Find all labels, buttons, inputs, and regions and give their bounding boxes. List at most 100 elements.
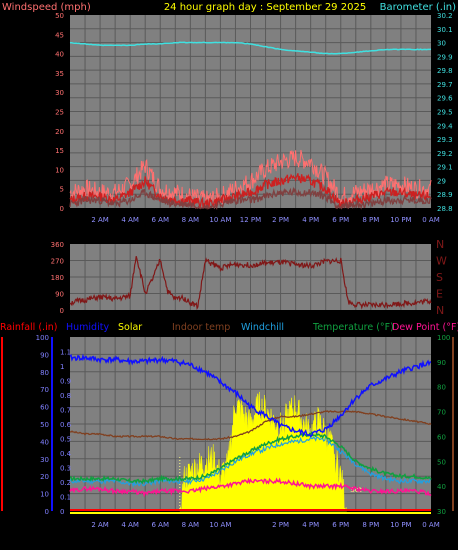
barometer-tick-label: 28.8 xyxy=(437,205,453,213)
time-tick-label: 4 PM xyxy=(302,216,319,224)
direction-compass-label: S xyxy=(436,271,443,284)
barometer-tick-label: 29.6 xyxy=(437,95,453,103)
wind-speed-line xyxy=(69,186,432,211)
windspeed-tick-label: 20 xyxy=(55,128,64,136)
windspeed-tick-label: 15 xyxy=(55,147,64,155)
temperature-tick-label: 70 xyxy=(437,409,446,417)
rainfall-tick-label: 0 xyxy=(60,508,64,516)
direction-tick-label: 360 xyxy=(51,241,64,249)
humidity-tick-label: 10 xyxy=(40,491,49,499)
rainfall-tick-label: 1.1 xyxy=(60,349,71,357)
barometer-tick-label: 29.4 xyxy=(437,122,453,130)
time-tick-label: 0 AM xyxy=(422,216,440,224)
time-tick-label: 2 AM xyxy=(91,521,109,529)
dewpoint-axis-label: Dew Point (°F) xyxy=(392,322,458,333)
humidity-axis-label: Humidity xyxy=(66,322,109,333)
temperature-tick-label: 50 xyxy=(437,458,446,466)
barometer-tick-label: 28.9 xyxy=(437,191,453,199)
time-tick-label: 10 AM xyxy=(209,521,231,529)
humidity-tick-label: 100 xyxy=(36,334,49,342)
windspeed-axis-label: Windspeed (mph) xyxy=(2,2,91,13)
dewpoint-line xyxy=(69,477,432,498)
barometer-tick-label: 29.1 xyxy=(437,164,453,172)
direction-tick-label: 90 xyxy=(55,291,64,299)
barometer-tick-label: 29.3 xyxy=(437,136,453,144)
barometer-tick-label: 29.5 xyxy=(437,109,453,117)
humidity-tick-label: 0 xyxy=(45,508,49,516)
barometer-tick-label: 29.8 xyxy=(437,67,453,75)
rainfall-axis-label: Rainfall (.in) xyxy=(0,322,57,333)
direction-tick-label: 270 xyxy=(51,258,64,266)
humidity-tick-label: 50 xyxy=(40,421,49,429)
windchill-axis-label: Windchill xyxy=(241,322,284,333)
windspeed-tick-label: 5 xyxy=(60,186,64,194)
rainfall-tick-label: 1 xyxy=(60,363,64,371)
rainfall-tick-label: 0.2 xyxy=(60,479,71,487)
graph-title: 24 hour graph day : September 29 2025 xyxy=(164,2,366,13)
time-tick-label: 0 AM xyxy=(422,521,440,529)
humidity-tick-label: 90 xyxy=(40,351,49,359)
direction-compass-label: E xyxy=(436,288,443,301)
time-tick-label: 10 AM xyxy=(209,216,231,224)
rainfall-tick-label: 0.6 xyxy=(60,421,72,429)
barometer-tick-label: 29.9 xyxy=(437,53,453,61)
temperature-axis-label: Temperature (°F) xyxy=(312,322,394,333)
time-tick-label: 10 PM xyxy=(390,521,411,529)
solar-axis-label: Solar xyxy=(118,322,142,333)
windspeed-tick-label: 35 xyxy=(55,70,64,78)
humidity-tick-label: 30 xyxy=(40,456,49,464)
time-tick-label: 4 PM xyxy=(302,521,319,529)
temperature-tick-label: 90 xyxy=(437,359,446,367)
temperature-tick-label: 100 xyxy=(437,334,450,342)
rainfall-tick-label: 0.4 xyxy=(60,450,72,458)
time-tick-label: 8 PM xyxy=(362,216,379,224)
humidity-tick-label: 40 xyxy=(40,438,49,446)
time-tick-label: 8 AM xyxy=(182,216,200,224)
humidity-line xyxy=(69,353,432,438)
time-tick-label: 2 PM xyxy=(272,216,289,224)
direction-tick-label: 0 xyxy=(60,307,64,315)
barometer-axis-label: Barometer (.in) xyxy=(380,2,456,13)
time-tick-label: 12 PM xyxy=(240,216,261,224)
barometer-tick-label: 30.2 xyxy=(437,12,453,20)
humidity-tick-label: 60 xyxy=(40,404,49,412)
indoor-temp-line xyxy=(69,410,432,441)
direction-compass-label: N xyxy=(436,238,444,251)
windspeed-tick-label: 45 xyxy=(55,31,64,39)
time-tick-label: 4 AM xyxy=(121,521,139,529)
temperature-tick-label: 60 xyxy=(437,433,446,441)
temperature-tick-label: 80 xyxy=(437,384,446,392)
time-tick-label: 6 AM xyxy=(151,521,169,529)
barometer-line xyxy=(69,41,432,55)
humidity-tick-label: 80 xyxy=(40,369,49,377)
temperature-tick-label: 30 xyxy=(437,508,446,516)
time-tick-label: 6 PM xyxy=(332,216,349,224)
windspeed-tick-label: 50 xyxy=(55,12,64,20)
time-tick-label: 8 PM xyxy=(362,521,379,529)
barometer-tick-label: 29 xyxy=(437,177,446,185)
temperature-tick-label: 40 xyxy=(437,483,446,491)
barometer-tick-label: 30 xyxy=(437,40,446,48)
windspeed-tick-label: 40 xyxy=(55,51,64,59)
direction-compass-label: N xyxy=(436,304,444,317)
temperature-line xyxy=(69,431,432,485)
humidity-tick-label: 70 xyxy=(40,386,49,394)
time-tick-label: 10 PM xyxy=(390,216,411,224)
time-tick-label: 2 PM xyxy=(272,521,289,529)
humidity-tick-label: 20 xyxy=(40,473,49,481)
barometer-tick-label: 30.1 xyxy=(437,26,453,34)
barometer-tick-label: 29.2 xyxy=(437,150,453,158)
time-tick-label: 6 AM xyxy=(151,216,169,224)
barometer-tick-label: 29.7 xyxy=(437,81,453,89)
time-tick-label: 8 AM xyxy=(182,521,200,529)
windspeed-tick-label: 25 xyxy=(55,109,64,117)
windspeed-tick-label: 0 xyxy=(60,205,64,213)
rainfall-tick-label: 0.5 xyxy=(60,436,71,444)
wind-direction-line xyxy=(69,256,432,311)
rainfall-tick-label: 0.8 xyxy=(60,392,71,400)
direction-tick-label: 180 xyxy=(51,274,64,282)
rainfall-tick-label: 0.3 xyxy=(60,465,71,473)
time-tick-label: 6 PM xyxy=(332,521,349,529)
